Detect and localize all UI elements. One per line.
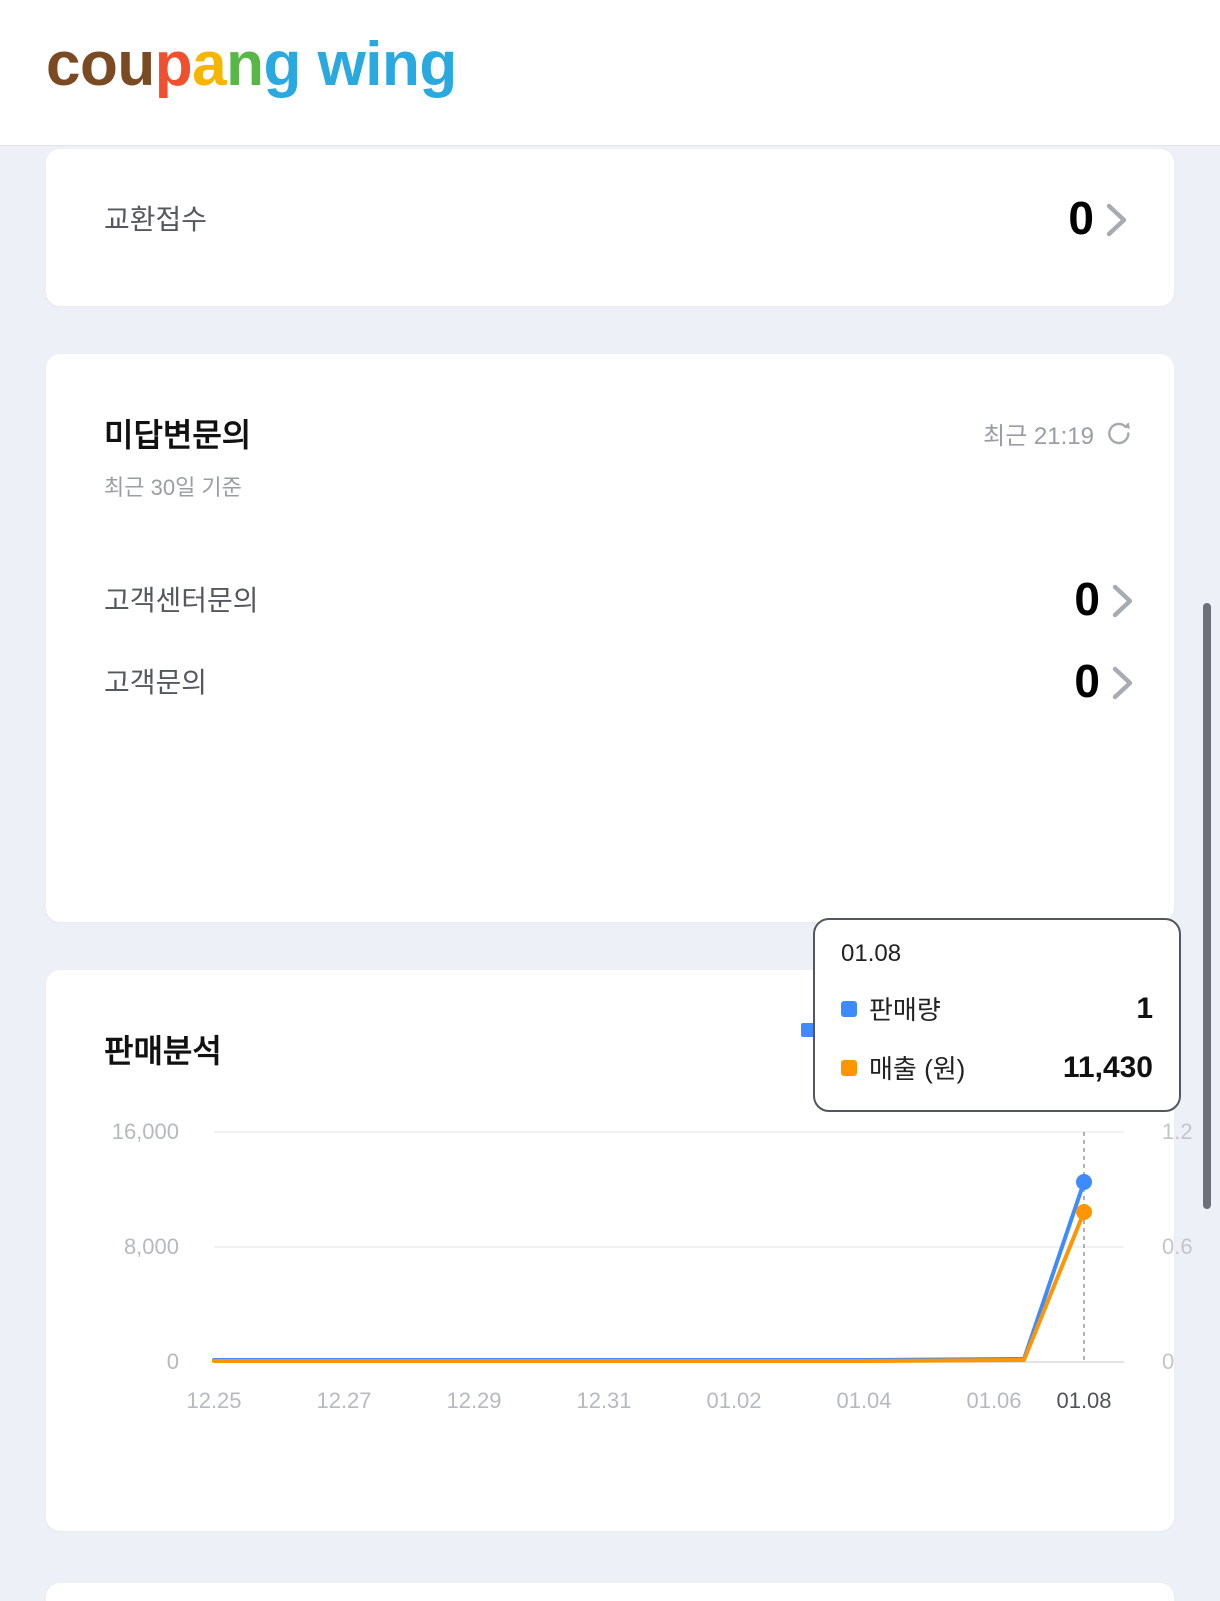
svg-text:12.31: 12.31 (576, 1388, 631, 1413)
svg-text:0: 0 (167, 1349, 179, 1374)
svg-text:01.04: 01.04 (836, 1388, 891, 1413)
svg-text:0: 0 (1162, 1349, 1174, 1374)
svg-text:0.6: 0.6 (1162, 1234, 1193, 1259)
svg-text:8,000: 8,000 (124, 1234, 179, 1259)
svg-text:1.2: 1.2 (1162, 1119, 1193, 1144)
svg-text:12.27: 12.27 (316, 1388, 371, 1413)
svg-text:01.06: 01.06 (966, 1388, 1021, 1413)
svg-text:16,000: 16,000 (112, 1119, 179, 1144)
svg-text:01.02: 01.02 (706, 1388, 761, 1413)
svg-text:12.25: 12.25 (186, 1388, 241, 1413)
svg-text:12.29: 12.29 (446, 1388, 501, 1413)
svg-text:01.08: 01.08 (1056, 1388, 1111, 1413)
